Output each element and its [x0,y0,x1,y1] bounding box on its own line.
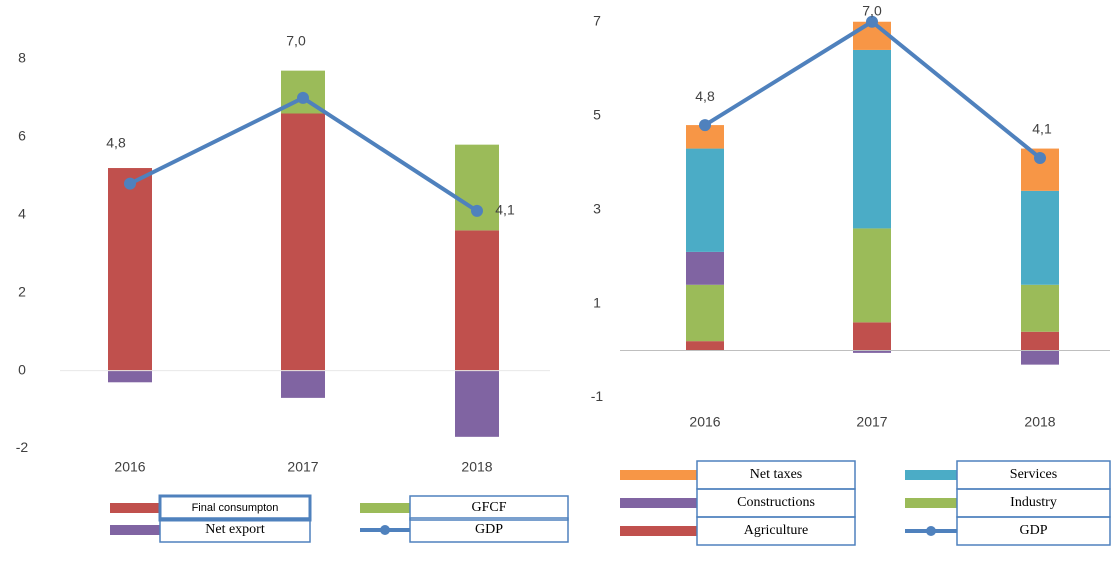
bar-segment [108,370,152,383]
y-tick-label: 8 [18,50,26,66]
data-label: 4,1 [1032,121,1052,137]
y-tick-label: 4 [18,205,26,221]
x-tick-label: 2017 [856,414,887,430]
x-tick-label: 2018 [1024,414,1055,430]
legend-dot [380,525,390,535]
legend-label: GFCF [471,500,506,515]
bar-segment [1021,284,1059,332]
legend-swatch [905,498,957,508]
bar-segment [1021,331,1059,351]
legend-box [956,516,1111,546]
legend-label: Net taxes [750,467,802,482]
data-label: 4,1 [495,202,515,218]
legend-swatch [620,470,697,480]
bar-segment [686,251,724,285]
gdp-point [1034,151,1046,164]
legend-label: Agriculture [744,523,809,538]
gdp-point [297,91,309,104]
legend-label: Services [1010,467,1057,482]
bar-segment [1021,190,1059,285]
legend-swatch [360,503,410,513]
legend-box [409,517,569,543]
y-tick-label: 1 [593,294,601,310]
x-tick-label: 2016 [114,459,145,475]
bar-segment [853,228,891,323]
bar-segment [455,370,499,437]
bar-segment [1021,350,1059,365]
bar-segment [686,148,724,252]
legend-label: Constructions [737,495,815,510]
gdp-point [866,15,878,28]
bar-segment [455,230,499,371]
legend-label: Industry [1010,495,1057,510]
gdp-point [471,204,483,217]
bar-segment [281,113,325,371]
legend-dot [926,526,936,536]
y-tick-label: 6 [18,128,26,144]
legend-label: GDP [475,522,503,537]
legend-swatch [110,503,160,513]
bar-segment [853,322,891,351]
legend-label: Net export [205,522,265,537]
y-tick-label: 2 [18,283,26,299]
y-tick-label: -2 [16,439,29,455]
x-tick-label: 2016 [689,414,720,430]
data-label: 4,8 [106,134,126,150]
bar-segment [686,125,724,149]
legend-swatch [620,498,697,508]
legend-swatch [905,470,957,480]
gdp-point [124,177,136,190]
y-tick-label: 0 [18,361,26,377]
legend-label: GDP [1019,523,1047,538]
y-tick-label: 3 [593,200,601,216]
bar-segment [853,49,891,229]
x-tick-label: 2018 [461,459,492,475]
bar-segment [686,284,724,342]
x-tick-label: 2017 [287,459,318,475]
legend-swatch [620,526,697,536]
data-label: 7,0 [286,33,306,49]
y-tick-label: 5 [593,106,601,122]
legend-box [696,516,856,546]
y-tick-label: 7 [593,12,601,28]
legend-label: Final consumpton [192,502,279,514]
y-tick-label: -1 [591,388,604,404]
legend-swatch [110,525,160,535]
legend-box [158,494,312,522]
bar-segment [686,341,724,351]
bar-segment [281,370,325,398]
bar-segment [853,350,891,353]
data-label: 7,0 [862,2,882,18]
bar-segment [455,144,499,231]
bar-segment [108,168,152,371]
legend-box [159,517,311,543]
legend-box [409,495,569,521]
gdp-point [699,119,711,132]
data-label: 4,8 [695,88,715,104]
